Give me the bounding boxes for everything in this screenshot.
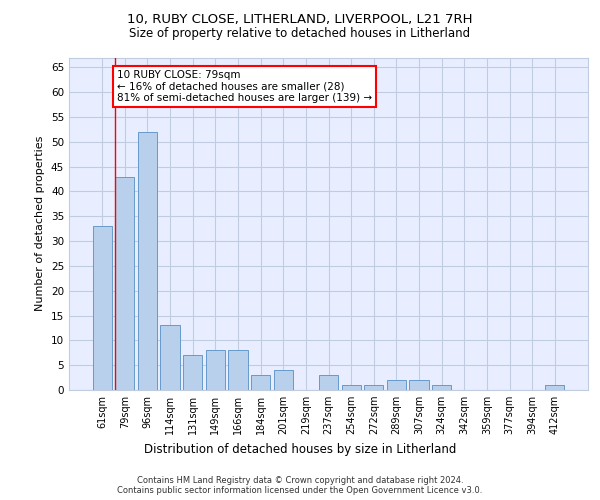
Bar bbox=[138, 132, 157, 390]
Bar bbox=[229, 350, 248, 390]
Bar bbox=[206, 350, 225, 390]
Text: Size of property relative to detached houses in Litherland: Size of property relative to detached ho… bbox=[130, 28, 470, 40]
Text: 10 RUBY CLOSE: 79sqm
← 16% of detached houses are smaller (28)
81% of semi-detac: 10 RUBY CLOSE: 79sqm ← 16% of detached h… bbox=[117, 70, 372, 103]
Bar bbox=[364, 385, 383, 390]
Bar bbox=[183, 356, 202, 390]
Bar bbox=[251, 375, 270, 390]
Bar bbox=[274, 370, 293, 390]
Bar bbox=[92, 226, 112, 390]
Bar bbox=[160, 326, 180, 390]
Bar bbox=[115, 176, 134, 390]
Text: Distribution of detached houses by size in Litherland: Distribution of detached houses by size … bbox=[144, 442, 456, 456]
Bar bbox=[387, 380, 406, 390]
Text: 10, RUBY CLOSE, LITHERLAND, LIVERPOOL, L21 7RH: 10, RUBY CLOSE, LITHERLAND, LIVERPOOL, L… bbox=[127, 12, 473, 26]
Bar bbox=[341, 385, 361, 390]
Text: Contains HM Land Registry data © Crown copyright and database right 2024.
Contai: Contains HM Land Registry data © Crown c… bbox=[118, 476, 482, 495]
Bar bbox=[319, 375, 338, 390]
Y-axis label: Number of detached properties: Number of detached properties bbox=[35, 136, 46, 312]
Bar bbox=[409, 380, 428, 390]
Bar bbox=[545, 385, 565, 390]
Bar bbox=[432, 385, 451, 390]
